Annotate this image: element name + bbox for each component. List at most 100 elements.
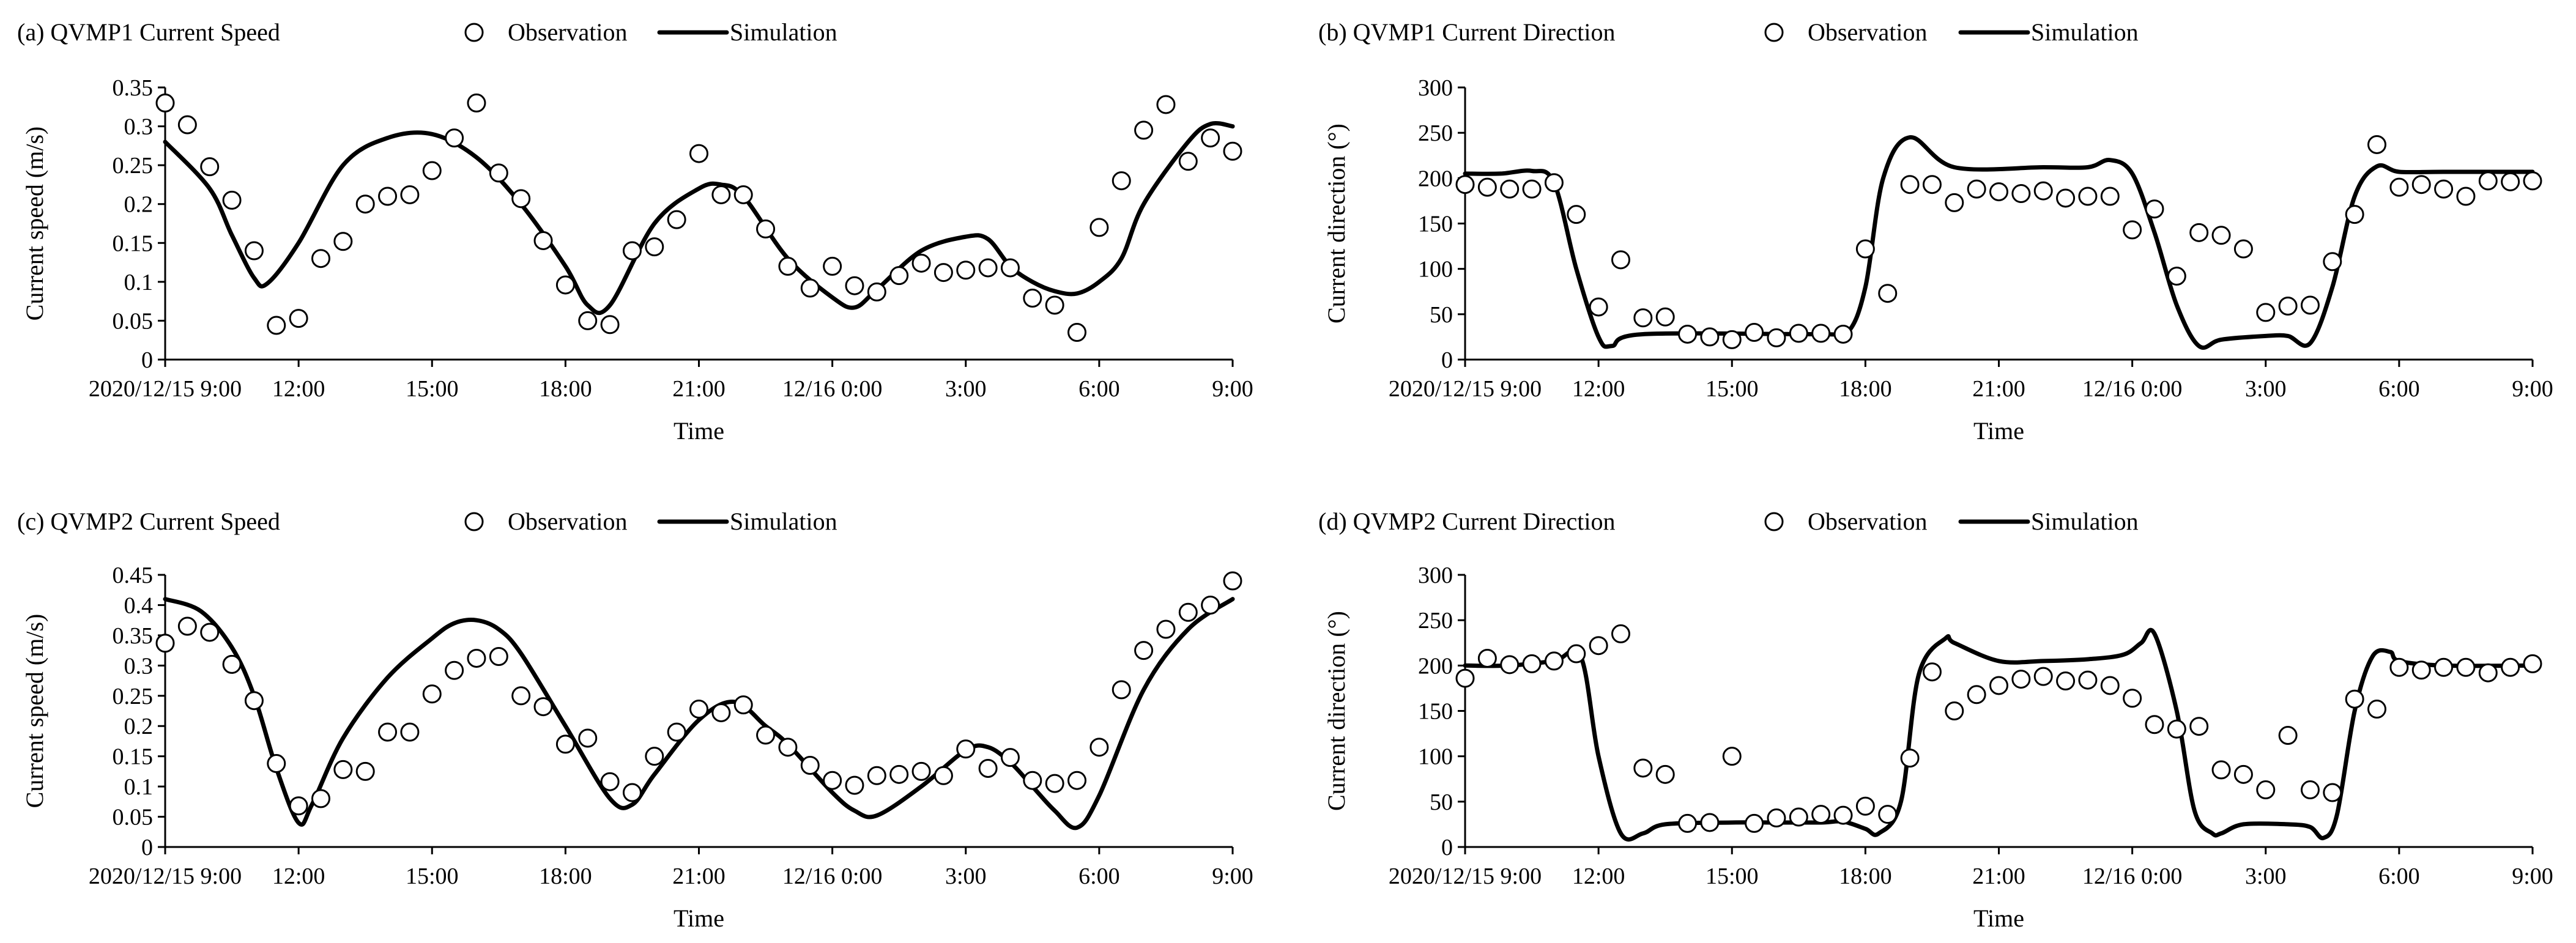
x-tick-label: 15:00: [406, 863, 459, 889]
observation-point: [1789, 324, 1808, 343]
y-tick-label: 100: [1418, 744, 1453, 770]
observation-point: [800, 756, 820, 775]
observation-point: [2145, 199, 2164, 219]
observation-point: [689, 700, 708, 719]
x-tick-label: 6:00: [2378, 376, 2420, 402]
observation-point: [1967, 685, 1986, 704]
simulation-line-c: [163, 597, 1235, 830]
observation-point: [1855, 796, 1875, 816]
observation-point: [823, 256, 842, 276]
observation-point: [1455, 175, 1475, 194]
observation-point: [911, 253, 931, 273]
observation-point: [1700, 813, 1720, 832]
legend-marker-observation: [1764, 23, 1784, 42]
observation-point: [1700, 327, 1720, 347]
x-tick-label: 21:00: [1972, 863, 2025, 889]
observation-point: [867, 282, 886, 301]
y-tick-label: 0: [1441, 347, 1453, 373]
observation-point: [600, 315, 620, 335]
x-tick-label: 2020/12/15 9:00: [1389, 376, 1542, 402]
observation-point: [1922, 175, 1942, 194]
observation-point: [1045, 295, 1064, 315]
observation-point: [1611, 624, 1630, 643]
observation-point: [1945, 701, 1964, 720]
observation-point: [1522, 179, 1542, 199]
y-axis-title: Current speed (m/s): [21, 127, 48, 321]
observation-point: [978, 758, 998, 778]
y-tick-label: 0.45: [113, 563, 154, 588]
observation-point: [289, 796, 308, 816]
observation-point: [2345, 205, 2364, 224]
observation-point: [2211, 760, 2231, 780]
x-tick-label: 12:00: [272, 863, 325, 889]
observation-point: [2523, 171, 2542, 191]
observation-point: [378, 187, 398, 206]
x-tick-label: 18:00: [1839, 863, 1892, 889]
y-tick-label: 0.1: [124, 270, 154, 295]
y-tick-label: 0.15: [113, 744, 154, 770]
y-tick-label: 250: [1418, 608, 1453, 634]
observation-point: [1833, 805, 1853, 825]
y-tick-label: 200: [1418, 166, 1453, 191]
y-tick-label: 50: [1430, 302, 1453, 328]
observation-point: [200, 157, 220, 177]
observation-point: [1655, 307, 1675, 327]
x-tick-label: 2020/12/15 9:00: [1389, 863, 1542, 889]
observation-point: [422, 161, 442, 180]
observation-point: [578, 311, 598, 330]
observation-point: [1089, 218, 1109, 237]
legend-label-observation: Observation: [508, 18, 628, 46]
y-tick-label: 0.35: [113, 623, 154, 649]
observation-point: [1477, 648, 1497, 668]
legend-label-simulation: Simulation: [730, 508, 837, 535]
observation-point: [1067, 323, 1087, 342]
observation-point: [1134, 120, 1154, 140]
observation-point: [1945, 193, 1964, 212]
observation-point: [489, 647, 508, 666]
observation-point: [1500, 655, 1520, 675]
observation-point: [1567, 644, 1586, 664]
y-tick-label: 0.15: [113, 231, 154, 256]
x-tick-label: 12/16 0:00: [2082, 863, 2183, 889]
x-tick-label: 18:00: [539, 863, 592, 889]
observation-point: [2478, 171, 2498, 191]
observation-point: [733, 185, 753, 204]
observation-point: [2456, 187, 2476, 206]
observation-point: [934, 263, 953, 283]
y-tick-label: 0.4: [124, 593, 154, 618]
observation-point: [355, 194, 375, 214]
y-tick-label: 250: [1418, 120, 1453, 146]
x-tick-label: 9:00: [1212, 863, 1253, 889]
observation-point: [867, 766, 886, 785]
observation-point: [200, 623, 220, 642]
y-tick-label: 0: [141, 347, 153, 373]
observation-point: [311, 789, 330, 808]
legend-label-simulation: Simulation: [2031, 508, 2139, 535]
observation-point: [467, 93, 486, 113]
observation-point: [756, 725, 776, 745]
x-tick-label: 12/16 0:00: [782, 863, 883, 889]
y-tick-label: 0.05: [113, 308, 154, 334]
x-tick-label: 12:00: [1572, 863, 1625, 889]
observation-point: [2278, 296, 2298, 316]
observation-point: [2501, 657, 2520, 677]
x-tick-label: 3:00: [945, 376, 987, 402]
y-tick-label: 150: [1418, 212, 1453, 237]
observation-point: [1678, 813, 1698, 833]
observation-point: [711, 703, 731, 722]
y-tick-label: 0.2: [124, 192, 154, 218]
observation-point: [1811, 324, 1831, 343]
observation-point: [1089, 738, 1109, 757]
observation-point: [2411, 175, 2431, 194]
observation-point: [845, 276, 864, 295]
observation-point: [1589, 636, 1608, 656]
chart-d: (d) QVMP2 Current Direction Observation Si…: [1318, 508, 2553, 932]
y-tick-label: 100: [1418, 257, 1453, 283]
observation-point: [689, 144, 708, 163]
x-tick-label: 12/16 0:00: [782, 376, 883, 402]
observation-point: [1067, 771, 1087, 790]
observation-point: [578, 728, 598, 748]
observation-point: [1112, 680, 1131, 700]
observation-point: [1522, 654, 1542, 673]
